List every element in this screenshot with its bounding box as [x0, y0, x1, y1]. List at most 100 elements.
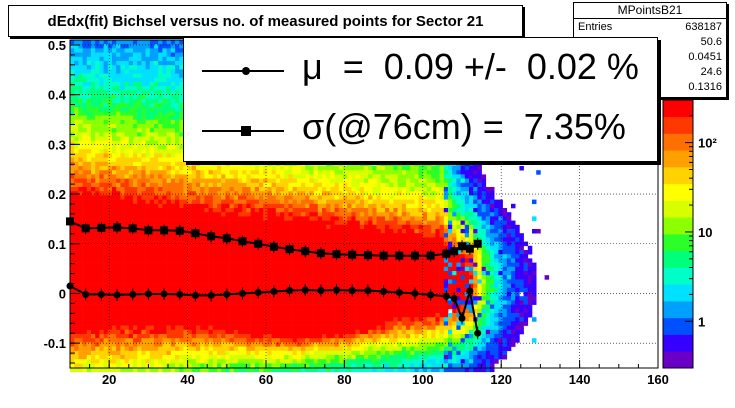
heatmap-cell: [254, 317, 260, 322]
heatmap-cell: [330, 241, 335, 247]
heatmap-cell: [120, 98, 125, 104]
heatmap-cell: [95, 279, 100, 284]
heatmap-cell: [250, 258, 256, 263]
heatmap-cell: [259, 304, 264, 310]
heatmap-cell: [225, 241, 230, 247]
heatmap-cell: [124, 77, 130, 83]
heatmap-cell: [326, 233, 331, 238]
heatmap-cell: [103, 77, 109, 83]
heatmap-cell: [238, 166, 243, 171]
heatmap-cell: [128, 346, 134, 352]
heatmap-cell: [217, 199, 222, 205]
heatmap-cell: [284, 208, 289, 213]
heatmap-cell: [103, 258, 109, 263]
heatmap-cell: [221, 191, 226, 196]
heatmap-cell: [191, 161, 197, 167]
heatmap-cell: [154, 82, 159, 87]
heatmap-cell: [99, 216, 104, 221]
heatmap-cell: [124, 304, 130, 310]
heatmap-cell: [124, 153, 130, 158]
heatmap-cell: [292, 359, 298, 364]
heatmap-cell: [158, 98, 163, 104]
heatmap-cell: [91, 145, 96, 150]
heatmap-cell: [200, 292, 205, 297]
heatmap-cell: [166, 241, 172, 247]
heatmap-cell: [242, 203, 247, 209]
heatmap-cell: [124, 124, 130, 129]
heatmap-cell: [196, 275, 201, 280]
heatmap-cell: [305, 329, 310, 335]
heatmap-cell: [275, 296, 281, 301]
heatmap-cell: [141, 275, 146, 280]
heatmap-cell: [221, 216, 226, 221]
heatmap-cell: [204, 262, 209, 268]
heatmap-cell: [313, 334, 319, 339]
heatmap-cell: [149, 304, 155, 310]
heatmap-cell: [326, 346, 331, 352]
heatmap-cell: [326, 199, 331, 205]
heatmap-cell: [158, 338, 163, 343]
heatmap-cell: [242, 296, 247, 301]
heatmap-cell: [86, 350, 92, 356]
heatmap-cell: [217, 346, 222, 352]
heatmap-cell: [229, 317, 235, 322]
heatmap-cell: [137, 321, 142, 326]
heatmap-cell: [313, 203, 319, 209]
heatmap-cell: [170, 153, 176, 158]
heatmap-cell: [149, 132, 155, 137]
heatmap-cell: [170, 191, 176, 196]
heatmap-cell: [116, 254, 121, 259]
heatmap-cell: [70, 245, 75, 251]
heatmap-cell: [305, 363, 310, 368]
heatmap-cell: [326, 262, 331, 268]
heatmap-cell: [179, 166, 184, 171]
heatmap-cell: [254, 367, 260, 373]
heatmap-cell: [275, 271, 281, 276]
heatmap-cell: [208, 170, 214, 175]
heatmap-cell: [162, 115, 167, 121]
heatmap-cell: [326, 187, 331, 192]
heatmap-cell: [284, 346, 289, 352]
heatmap-cell: [149, 136, 155, 142]
heatmap-cell: [259, 346, 264, 352]
heatmap-cell: [175, 308, 180, 314]
heatmap-cell: [305, 161, 310, 167]
heatmap-cell: [233, 187, 239, 192]
heatmap-cell: [141, 145, 146, 150]
heatmap-cell: [162, 279, 167, 284]
heatmap-cell: [137, 363, 142, 368]
heatmap-cell: [292, 329, 298, 335]
heatmap-cell: [158, 317, 163, 322]
heatmap-cell: [82, 212, 88, 217]
heatmap-cell: [82, 98, 88, 104]
heatmap-cell: [175, 140, 180, 146]
heatmap-cell: [288, 195, 293, 200]
heatmap-cell: [166, 166, 172, 171]
heatmap-cell: [145, 367, 151, 373]
heatmap-cell: [292, 161, 298, 167]
heatmap-cell: [133, 254, 138, 259]
heatmap-cell: [74, 103, 79, 108]
heatmap-cell: [99, 124, 104, 129]
heatmap-cell: [107, 82, 113, 87]
heatmap-cell: [208, 199, 214, 205]
heatmap-cell: [162, 317, 167, 322]
heatmap-cell: [137, 367, 142, 373]
heatmap-cell: [322, 191, 327, 196]
heatmap-cell: [158, 195, 163, 200]
heatmap-cell: [330, 178, 335, 184]
heatmap-cell: [191, 245, 197, 251]
heatmap-cell: [78, 254, 83, 259]
heatmap-cell: [183, 199, 188, 205]
heatmap-cell: [225, 334, 230, 339]
heatmap-cell: [317, 229, 323, 234]
heatmap-cell: [78, 317, 83, 322]
heatmap-cell: [99, 161, 104, 167]
heatmap-cell: [254, 199, 260, 205]
heatmap-cell: [70, 128, 75, 133]
heatmap-cell: [91, 308, 96, 314]
heatmap-cell: [175, 355, 180, 360]
heatmap-cell: [288, 292, 293, 297]
heatmap-cell: [149, 157, 155, 163]
heatmap-cell: [217, 275, 222, 280]
